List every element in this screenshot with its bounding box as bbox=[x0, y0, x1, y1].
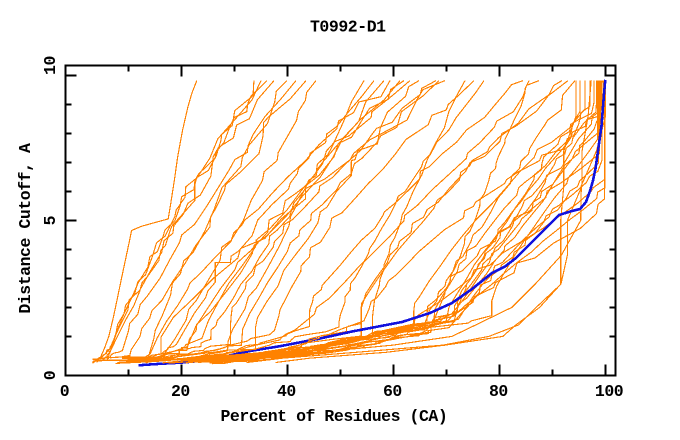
svg-text:100: 100 bbox=[595, 382, 623, 401]
svg-text:Distance Cutoff, A: Distance Cutoff, A bbox=[16, 143, 35, 314]
svg-text:0: 0 bbox=[41, 371, 60, 380]
svg-text:5: 5 bbox=[41, 215, 60, 225]
svg-text:40: 40 bbox=[277, 382, 296, 401]
svg-text:Percent of Residues (CA): Percent of Residues (CA) bbox=[220, 407, 447, 426]
svg-text:20: 20 bbox=[171, 382, 190, 401]
svg-text:T0992-D1: T0992-D1 bbox=[310, 17, 386, 36]
svg-text:60: 60 bbox=[383, 382, 402, 401]
svg-text:80: 80 bbox=[489, 382, 508, 401]
svg-text:10: 10 bbox=[41, 56, 60, 75]
svg-text:0: 0 bbox=[60, 382, 69, 401]
